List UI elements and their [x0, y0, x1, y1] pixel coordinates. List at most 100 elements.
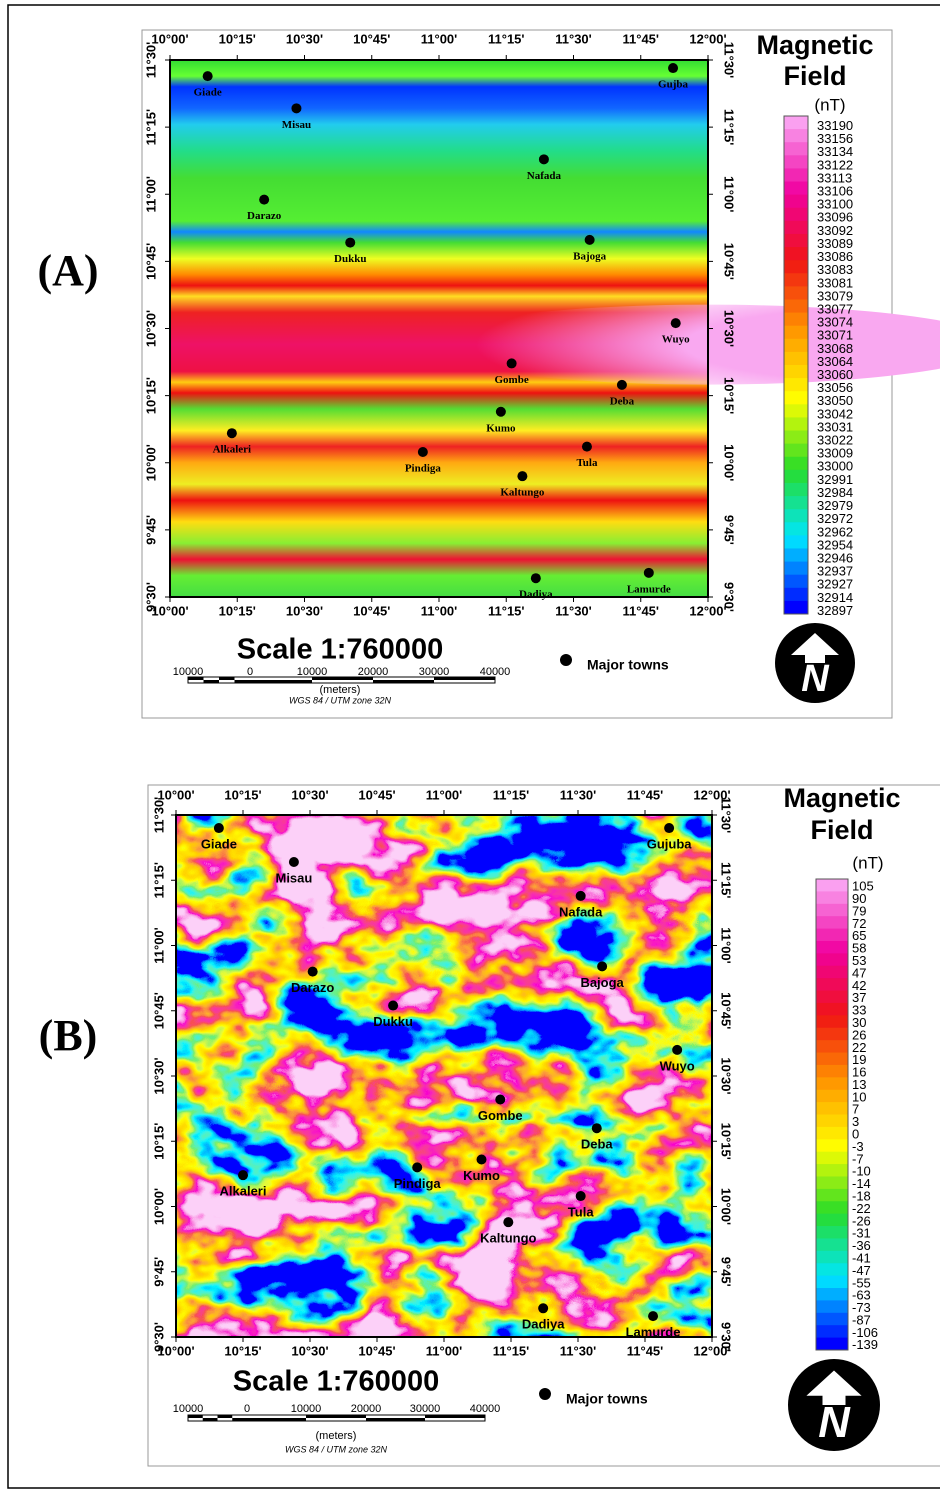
projection-note: WGS 84 / UTM zone 32N	[289, 695, 392, 705]
legend-value: 32946	[817, 550, 853, 565]
legend-value: 33113	[817, 170, 852, 185]
projection-note: WGS 84 / UTM zone 32N	[285, 1444, 388, 1454]
y-tick-label: 10°15'	[151, 1123, 166, 1160]
x-tick-label: 10°30'	[286, 31, 323, 46]
town-marker	[668, 63, 679, 74]
legend-value: 30	[852, 1015, 866, 1030]
legend-value: 105	[852, 879, 874, 894]
town-marker	[648, 1311, 659, 1322]
legend-swatch	[816, 1102, 848, 1115]
town-marker	[517, 471, 528, 482]
scale-segment	[232, 1418, 247, 1421]
panels: (A) 10°00' 10°00' 10°15' 10°15' 10°30' 10°30' 1…	[37, 29, 940, 1467]
legend-value: -63	[852, 1288, 871, 1303]
legend-value: -3	[852, 1139, 864, 1154]
y-tick-label: 11°00'	[151, 927, 166, 964]
scale-label: 10000	[291, 1403, 322, 1415]
y-tick-label: 10°45'	[143, 243, 158, 280]
legend-swatch	[784, 600, 808, 615]
legend-swatch	[816, 965, 848, 979]
town-label: Lamurde	[627, 583, 671, 595]
y-tick-label: 10°00'	[143, 444, 158, 481]
legend-value: 32954	[817, 537, 853, 552]
town-marker	[664, 823, 675, 834]
legend-swatch	[784, 496, 808, 510]
town-label: Deba	[581, 1137, 614, 1152]
town-label: Gombe	[495, 374, 529, 386]
y-tick-label: 11°15'	[719, 862, 734, 899]
x-tick-label: 12°00'	[693, 1343, 730, 1358]
scale-label: 0	[247, 666, 253, 678]
y-tick-label: 11°15'	[722, 109, 737, 146]
scale-unit: (meters)	[320, 684, 361, 696]
x-tick-label: 11°45'	[627, 787, 664, 802]
scale-segment	[217, 1415, 233, 1418]
town-marker	[291, 103, 302, 114]
legend-value: 53	[852, 953, 866, 968]
legend-swatch	[784, 548, 808, 563]
town-label: Gujuba	[647, 836, 693, 851]
scale-label: 10000	[297, 666, 328, 678]
town-label: Misau	[282, 119, 311, 131]
legend-value: 7	[852, 1102, 859, 1117]
y-tick-label: 11°30'	[151, 797, 166, 834]
legend-swatch	[816, 1114, 848, 1128]
legend-value: 33100	[817, 197, 853, 212]
legend-border	[815, 878, 849, 1351]
x-tick-label: 10°00'	[157, 787, 194, 802]
legend-swatch	[816, 1312, 848, 1326]
x-tick-label: 10°30'	[286, 603, 323, 618]
scale-segment	[188, 677, 204, 680]
town-marker	[388, 1000, 399, 1011]
x-tick-label: 10°15'	[224, 787, 261, 802]
legend-value: 47	[852, 965, 866, 980]
town-label: Giade	[194, 87, 222, 99]
x-tick-label: 12°00'	[689, 603, 726, 618]
legend-swatch	[816, 1015, 848, 1029]
town-marker	[575, 1191, 586, 1202]
legend-value: -26	[852, 1213, 871, 1228]
town-marker	[226, 428, 237, 439]
town-marker	[584, 234, 595, 245]
town-label: Dadiya	[522, 1317, 565, 1332]
scale-segment	[219, 677, 235, 680]
legend-value: -10	[852, 1164, 871, 1179]
y-tick-label: 9°45'	[722, 515, 737, 545]
town-marker	[672, 1044, 683, 1055]
legend-swatch	[816, 1238, 848, 1252]
legend-swatch	[784, 168, 808, 183]
legend-swatch	[784, 325, 808, 340]
legend-value: 32979	[817, 498, 853, 513]
town-label: Pindiga	[394, 1176, 442, 1191]
legend-swatch	[816, 978, 848, 992]
scale-segment	[306, 1415, 366, 1418]
legend-swatch	[784, 116, 808, 130]
legend-value: 32927	[817, 577, 853, 592]
legend-value: 32897	[817, 603, 853, 618]
y-tick-label: 10°30'	[722, 310, 737, 347]
scale-segment	[366, 1418, 425, 1421]
y-tick-label: 11°00'	[143, 176, 158, 213]
legend-swatch	[784, 299, 808, 314]
north-label: N	[818, 1398, 851, 1447]
x-tick-label: 10°15'	[219, 603, 256, 618]
town-marker	[345, 237, 356, 248]
legend-value: -87	[852, 1312, 871, 1327]
legend-swatch	[816, 1325, 848, 1339]
legend-value: 3	[852, 1114, 859, 1129]
legend-value: 33134	[817, 144, 853, 159]
legend-value: 33086	[817, 249, 853, 264]
town-marker	[503, 1217, 514, 1228]
scale-label: 10000	[173, 1403, 204, 1415]
y-tick-label: 11°15'	[151, 862, 166, 899]
legend-value: 65	[852, 928, 866, 943]
legend-swatch	[784, 522, 808, 536]
legend-value: 33079	[817, 288, 853, 303]
x-tick-label: 11°15'	[493, 787, 530, 802]
legend-swatch	[784, 469, 808, 484]
legend-value: 32937	[817, 564, 853, 579]
town-marker	[307, 966, 318, 977]
x-tick-label: 11°00'	[421, 603, 458, 618]
town-marker	[581, 441, 592, 452]
